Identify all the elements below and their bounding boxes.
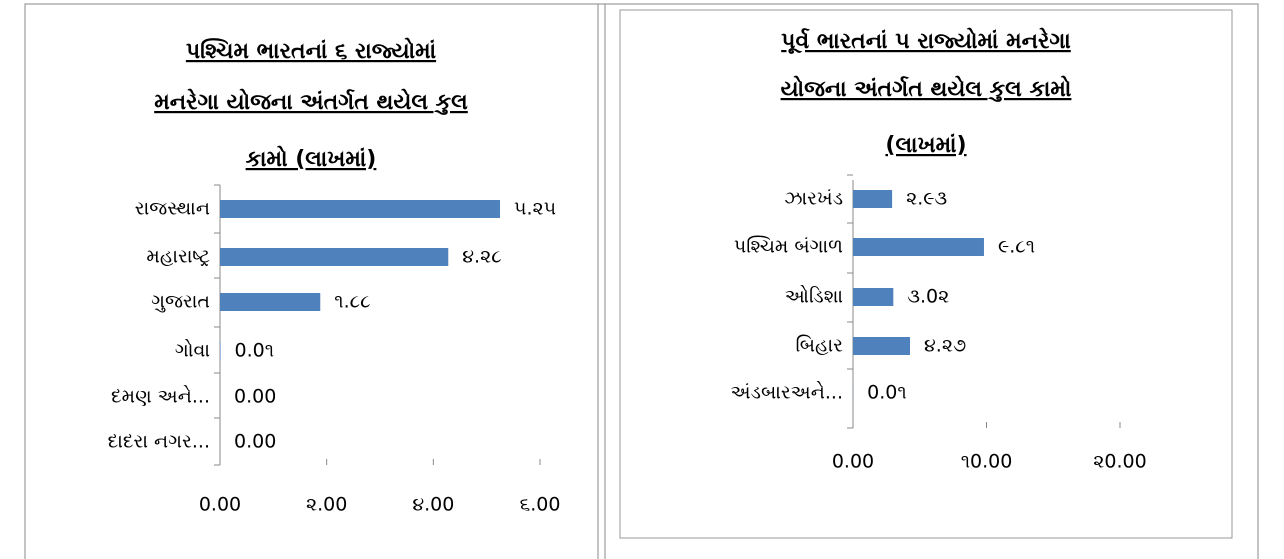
y-tick-label: દમણ અને... [111,385,210,407]
value-label: 0.00 [234,431,276,453]
y-tick-label: રાજસ્થાન [135,198,210,220]
bar [220,248,449,266]
bar [220,342,221,360]
chart-title: પૂર્વ ભારતનાં ૫ રાજ્યોમાં મનરેગા [781,27,1071,55]
value-label: ૪.૨૮ [462,246,501,268]
bar [853,238,984,256]
y-tick-label: બિહાર [795,335,843,357]
y-tick-label: ઝારખંડ [784,188,843,210]
bar [853,288,894,306]
value-label: 0.00 [234,386,276,408]
chart-title: પશ્ચિમ ભારતનાં ૬ રાજ્યોમાં [186,37,436,64]
value-label: ૪.૨૭ [924,335,966,357]
x-tick-label: ૬.00 [520,494,561,516]
bar [853,337,911,355]
y-tick-label: મહારાષ્ટ્ર [146,246,210,268]
chart-title: (લાખમાં) [885,133,966,158]
bar [220,200,500,218]
y-tick-label: અંડબારઅને... [730,381,843,403]
value-label: ૧.૮૮ [334,291,370,313]
table-border [24,3,1259,559]
y-tick-label: ગોવા [175,340,210,362]
x-tick-label: ૨.00 [306,494,347,516]
x-tick-label: 0.00 [199,494,241,516]
value-label: 0.0૧ [867,382,907,404]
chart-title: કામો (લાખમાં) [246,145,377,172]
y-tick-label: ગુજરાત [151,291,210,313]
chart-border [619,9,1233,539]
y-tick-label: પશ્ચિમ બંગાળ [734,236,843,258]
chart-title: મનરેગા યોજના અંતર્ગત થયેલ કુલ [154,88,468,116]
value-label: ૯.૮૧ [998,236,1035,258]
bar [220,293,321,311]
x-tick-label: 0.00 [832,451,874,473]
chart-title: યોજના અંતર્ગત થયેલ કુલ કામો [781,75,1072,103]
x-tick-label: ૨0.00 [1093,451,1146,473]
x-tick-label: ૧0.00 [961,451,1013,473]
y-tick-label: દાદરા નગર... [108,431,210,453]
bar [853,190,893,208]
value-label: ૩.0૨ [907,286,949,308]
x-tick-label: ૪.00 [412,494,454,516]
value-label: 0.0૧ [235,340,275,362]
value-label: ૫.૨૫ [514,198,556,220]
y-tick-label: ઓડિશા [785,286,843,308]
value-label: ૨.૯૩ [906,188,947,210]
